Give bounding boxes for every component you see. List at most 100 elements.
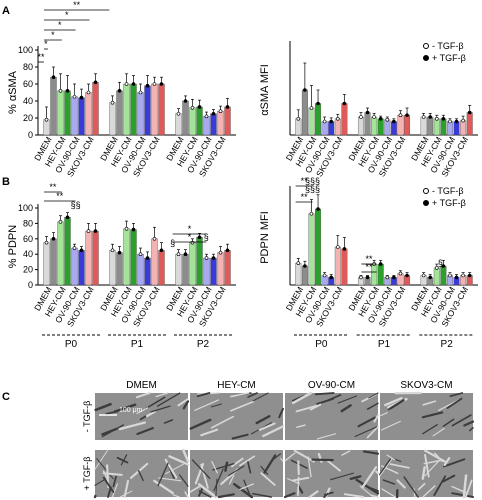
cell xyxy=(343,493,365,498)
cell xyxy=(349,475,362,481)
y-axis-label: PDPN MFI xyxy=(259,211,271,264)
cell xyxy=(262,425,285,438)
cell xyxy=(307,456,312,478)
column-label: OV-90-CM xyxy=(308,380,355,391)
cell xyxy=(368,392,379,399)
y-tick-label: 80 xyxy=(23,218,33,228)
cell xyxy=(432,427,445,437)
cell xyxy=(326,459,341,472)
cell xyxy=(212,462,235,471)
cell xyxy=(215,478,218,497)
data-point xyxy=(342,101,347,106)
data-point xyxy=(461,273,465,278)
cell xyxy=(469,427,474,432)
data-point xyxy=(93,229,98,233)
data-point xyxy=(65,215,70,220)
bar xyxy=(116,252,123,286)
annotation: §§§ xyxy=(305,184,320,194)
cell xyxy=(297,476,300,497)
bar xyxy=(43,119,50,136)
data-point xyxy=(454,275,459,280)
data-point xyxy=(303,264,307,268)
data-point xyxy=(86,90,91,95)
cell xyxy=(96,458,114,480)
cell xyxy=(239,455,256,467)
y-tick-label: 20 xyxy=(23,113,33,123)
cell xyxy=(230,400,255,412)
data-point xyxy=(58,220,63,224)
cell xyxy=(380,420,401,431)
data-point xyxy=(309,106,314,110)
data-point xyxy=(385,275,390,280)
data-point xyxy=(428,275,433,280)
bar xyxy=(377,118,384,136)
cell xyxy=(337,395,358,404)
group-label: P0 xyxy=(65,339,78,350)
annotation: * xyxy=(188,232,192,242)
cell xyxy=(211,460,218,474)
cell xyxy=(434,452,444,463)
cell xyxy=(258,422,276,431)
data-point xyxy=(421,115,426,119)
bar xyxy=(341,103,348,136)
bar xyxy=(158,83,165,136)
bar xyxy=(85,230,92,286)
annotation: * xyxy=(51,30,55,40)
y-tick-label: 0 xyxy=(28,280,33,290)
y-tick-label: 0 xyxy=(28,130,33,140)
cell xyxy=(293,449,315,463)
annotation: § xyxy=(204,232,209,242)
data-point xyxy=(190,240,195,245)
bar xyxy=(371,116,378,136)
cell xyxy=(118,421,146,431)
cell xyxy=(382,479,396,485)
annotation: * xyxy=(44,39,48,49)
bar xyxy=(43,242,50,286)
data-point xyxy=(359,115,363,119)
cell xyxy=(196,392,211,398)
bar xyxy=(109,102,116,136)
bar xyxy=(137,92,144,136)
bar xyxy=(182,253,189,286)
bar xyxy=(217,252,224,286)
cell xyxy=(368,486,379,492)
cell xyxy=(137,470,144,482)
legend-label: + TGF-β xyxy=(432,53,466,63)
data-point xyxy=(197,105,202,109)
bar xyxy=(390,121,397,136)
data-point xyxy=(176,111,181,116)
data-point xyxy=(211,256,216,260)
panel-label: A xyxy=(2,5,10,17)
data-point xyxy=(124,226,129,231)
bar xyxy=(71,247,78,286)
cell xyxy=(136,407,149,415)
group-label: P1 xyxy=(131,339,144,350)
cell xyxy=(316,433,337,440)
data-point xyxy=(51,75,56,79)
data-point xyxy=(190,106,195,110)
data-point xyxy=(79,95,84,100)
data-point xyxy=(72,246,77,250)
cell xyxy=(252,492,273,498)
data-point xyxy=(138,252,143,256)
annotation: ** xyxy=(37,52,45,62)
cell xyxy=(94,402,112,412)
bar xyxy=(301,89,308,136)
data-point xyxy=(303,88,307,92)
data-point xyxy=(51,237,56,241)
bar xyxy=(341,248,348,286)
cell xyxy=(239,483,254,491)
bar xyxy=(420,116,427,136)
cell xyxy=(354,426,378,438)
data-point xyxy=(44,240,49,245)
bar xyxy=(78,250,85,286)
cell xyxy=(462,474,468,499)
legend-marker xyxy=(423,55,429,61)
data-point xyxy=(145,83,150,88)
data-point xyxy=(454,119,459,124)
data-point xyxy=(335,245,340,249)
column-label: HEY-CM xyxy=(217,380,256,391)
data-point xyxy=(225,105,230,109)
y-tick-label: 40 xyxy=(23,96,33,106)
cell xyxy=(280,457,284,462)
